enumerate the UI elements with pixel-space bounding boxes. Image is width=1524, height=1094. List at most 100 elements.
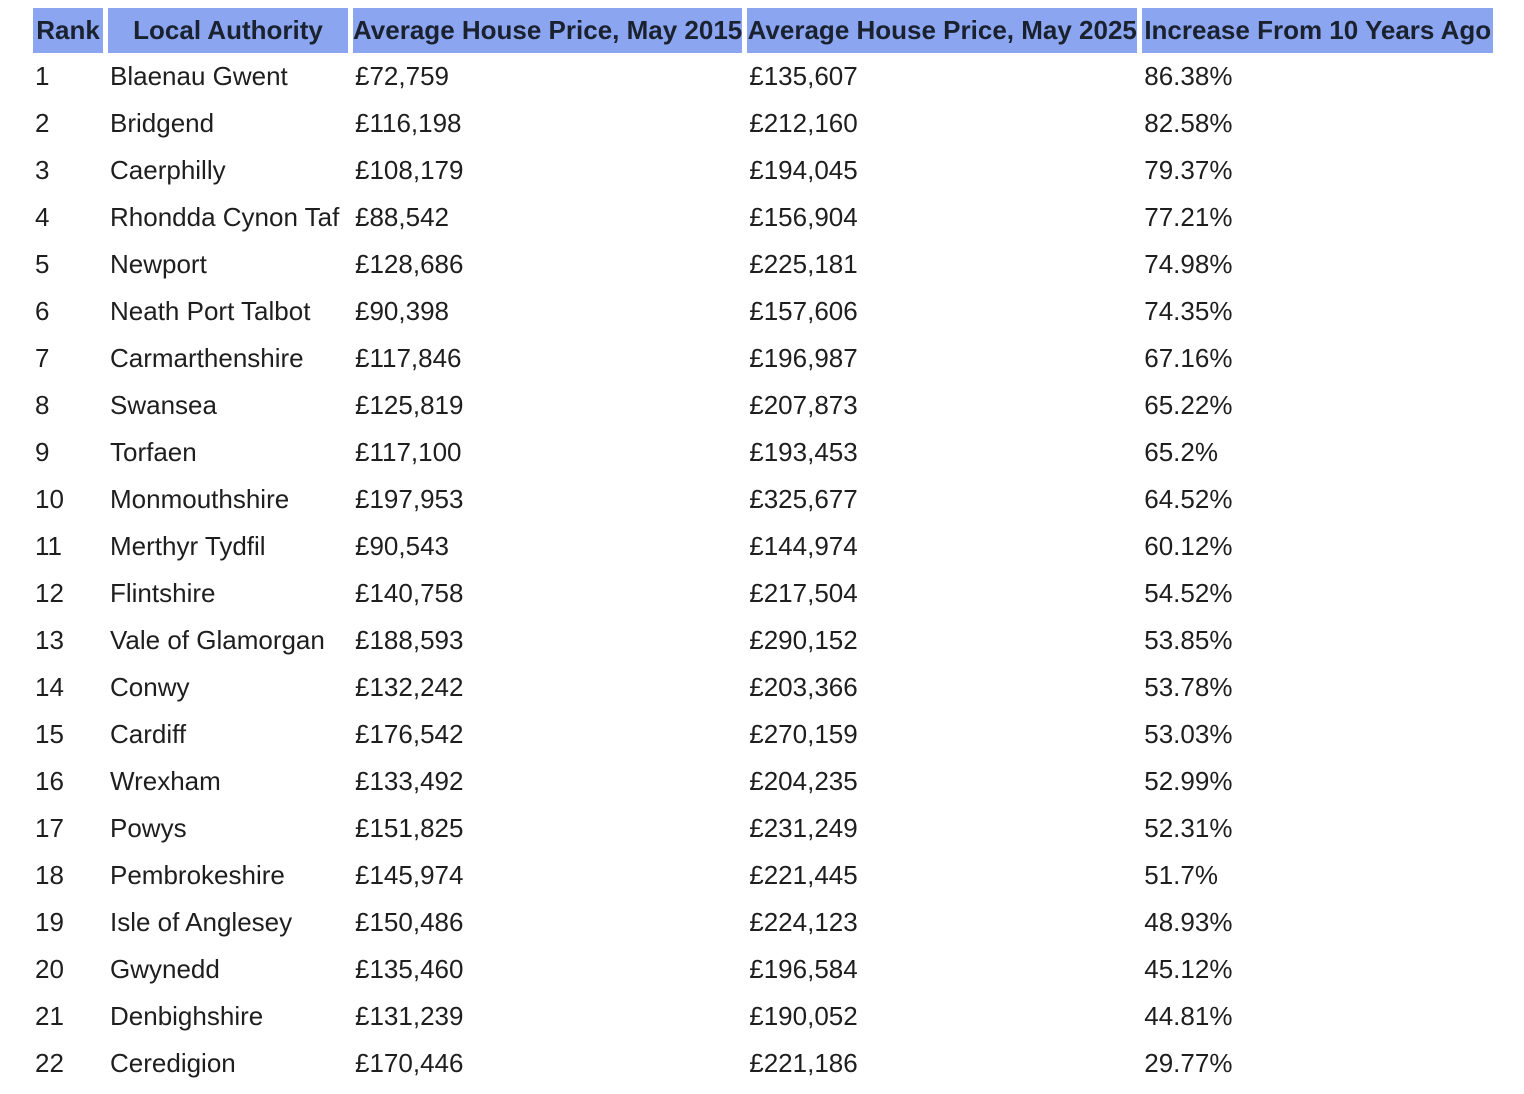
table-row: 3 Caerphilly £108,179 £194,045 79.37% [33,147,1493,194]
cell-rank: 11 [35,531,62,561]
cell-local-authority: Merthyr Tydfil [110,531,266,561]
cell-increase: 65.22% [1144,390,1233,420]
cell-price-2025: £196,584 [749,954,858,984]
cell-increase: 67.16% [1144,343,1233,373]
cell-increase: 29.77% [1144,1048,1233,1078]
cell-price-2015: £131,239 [355,1001,464,1031]
cell-price-2025: £212,160 [749,108,858,138]
cell-rank: 14 [35,672,64,702]
cell-local-authority: Ceredigion [110,1048,236,1078]
cell-local-authority: Caerphilly [110,155,226,185]
table-row: 20 Gwynedd £135,460 £196,584 45.12% [33,946,1493,993]
cell-price-2025: £224,123 [749,907,858,937]
cell-rank: 8 [35,390,50,420]
table-row: 6 Neath Port Talbot £90,398 £157,606 74.35% [33,288,1493,335]
cell-price-2015: £145,974 [355,860,464,890]
cell-price-2025: £207,873 [749,390,858,420]
cell-price-2015: £140,758 [355,578,464,608]
cell-rank: 4 [35,202,50,232]
cell-local-authority: Conwy [110,672,190,702]
table-row: 9 Torfaen £117,100 £193,453 65.2% [33,429,1493,476]
column-header-price-2015: Average House Price, May 2015 [353,8,743,53]
table-row: 4 Rhondda Cynon Taf £88,542 £156,904 77.21% [33,194,1493,241]
cell-price-2015: £151,825 [355,813,464,843]
cell-rank: 18 [35,860,64,890]
cell-increase: 74.35% [1144,296,1233,326]
cell-price-2015: £135,460 [355,954,464,984]
cell-price-2025: £156,904 [749,202,858,232]
cell-price-2015: £150,486 [355,907,464,937]
cell-rank: 9 [35,437,50,467]
cell-rank: 13 [35,625,64,655]
table-header: Rank Local Authority Average House Price… [33,8,1494,53]
cell-local-authority: Swansea [110,390,217,420]
cell-local-authority: Torfaen [110,437,197,467]
cell-price-2025: £144,974 [749,531,858,561]
table-row: 14 Conwy £132,242 £203,366 53.78% [33,664,1493,711]
cell-price-2015: £116,198 [355,108,462,138]
cell-local-authority: Newport [110,249,207,279]
cell-price-2025: £231,249 [749,813,858,843]
header-row: Rank Local Authority Average House Price… [33,8,1494,53]
cell-local-authority: Gwynedd [110,954,220,984]
cell-price-2025: £221,445 [749,860,858,890]
table-row: 5 Newport £128,686 £225,181 74.98% [33,241,1493,288]
cell-price-2015: £90,398 [355,296,449,326]
column-header-rank: Rank [33,8,103,53]
cell-price-2015: £197,953 [355,484,464,514]
cell-price-2015: £90,543 [355,531,449,561]
cell-price-2025: £325,677 [749,484,858,514]
table-row: 16 Wrexham £133,492 £204,235 52.99% [33,758,1493,805]
cell-increase: 53.78% [1144,672,1233,702]
cell-rank: 3 [35,155,50,185]
cell-price-2025: £193,453 [749,437,858,467]
table-row: 11 Merthyr Tydfil £90,543 £144,974 60.12% [33,523,1493,570]
cell-local-authority: Denbighshire [110,1001,264,1031]
cell-price-2025: £135,607 [749,61,858,91]
cell-rank: 20 [35,954,64,984]
table-row: 17 Powys £151,825 £231,249 52.31% [33,805,1493,852]
table-row: 12 Flintshire £140,758 £217,504 54.52% [33,570,1493,617]
table-row: 7 Carmarthenshire £117,846 £196,987 67.16% [33,335,1493,382]
cell-rank: 17 [35,813,64,843]
cell-price-2025: £190,052 [749,1001,858,1031]
cell-local-authority: Blaenau Gwent [110,61,288,91]
cell-rank: 16 [35,766,64,796]
cell-local-authority: Isle of Anglesey [110,907,293,937]
cell-rank: 7 [35,343,50,373]
cell-price-2015: £170,446 [355,1048,464,1078]
cell-local-authority: Rhondda Cynon Taf [110,202,340,232]
cell-price-2015: £133,492 [355,766,464,796]
cell-price-2015: £128,686 [355,249,464,279]
cell-local-authority: Powys [110,813,187,843]
cell-rank: 21 [35,1001,64,1031]
cell-price-2015: £117,100 [355,437,462,467]
cell-price-2015: £117,846 [355,343,462,373]
cell-increase: 74.98% [1144,249,1233,279]
table-row: 13 Vale of Glamorgan £188,593 £290,152 53.85… [33,617,1493,664]
cell-increase: 44.81% [1144,1001,1233,1031]
cell-price-2025: £204,235 [749,766,858,796]
cell-price-2025: £157,606 [749,296,858,326]
table-row: 10 Monmouthshire £197,953 £325,677 64.52% [33,476,1493,523]
cell-increase: 65.2% [1144,437,1218,467]
table-row: 8 Swansea £125,819 £207,873 65.22% [33,382,1493,429]
table-row: 2 Bridgend £116,198 £212,160 82.58% [33,100,1493,147]
cell-increase: 52.99% [1144,766,1233,796]
table-row: 19 Isle of Anglesey £150,486 £224,123 48.93% [33,899,1493,946]
table-row: 15 Cardiff £176,542 £270,159 53.03% [33,711,1493,758]
table-row: 21 Denbighshire £131,239 £190,052 44.81% [33,993,1493,1040]
house-price-table: Rank Local Authority Average House Price… [28,8,1498,1087]
column-header-price-2025: Average House Price, May 2025 [747,8,1138,53]
cell-increase: 60.12% [1144,531,1233,561]
cell-increase: 53.03% [1144,719,1233,749]
cell-increase: 86.38% [1144,61,1233,91]
cell-price-2025: £217,504 [749,578,858,608]
cell-local-authority: Carmarthenshire [110,343,304,373]
table-row: 1 Blaenau Gwent £72,759 £135,607 86.38% [33,53,1493,100]
cell-rank: 22 [35,1048,64,1078]
cell-local-authority: Vale of Glamorgan [110,625,325,655]
table-row: 18 Pembrokeshire £145,974 £221,445 51.7% [33,852,1493,899]
cell-rank: 2 [35,108,50,138]
page: { "style": { "header_bg": "#8CA5F0", "he… [0,8,1524,1094]
